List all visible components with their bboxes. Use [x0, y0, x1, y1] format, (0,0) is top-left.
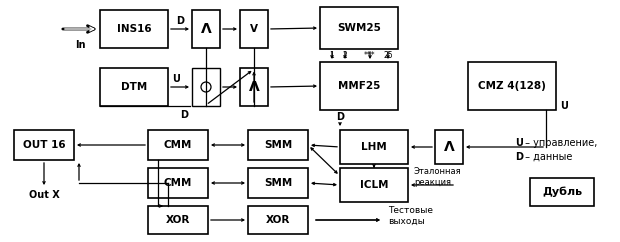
- Text: Λ: Λ: [249, 80, 259, 94]
- Bar: [240, 10, 268, 48]
- Bar: [435, 130, 463, 164]
- Text: SWM25: SWM25: [337, 23, 381, 33]
- Text: XOR: XOR: [266, 215, 290, 225]
- Bar: [240, 68, 268, 106]
- Bar: [248, 130, 308, 160]
- Text: LHM: LHM: [361, 142, 387, 152]
- Text: DTM: DTM: [121, 82, 147, 92]
- Bar: [192, 10, 220, 48]
- Text: 1: 1: [330, 51, 334, 60]
- Text: 2: 2: [343, 51, 347, 60]
- Bar: [100, 10, 168, 48]
- Text: MMF25: MMF25: [338, 81, 380, 91]
- Text: In: In: [75, 40, 86, 50]
- Bar: [100, 68, 168, 106]
- Bar: [192, 68, 220, 106]
- Bar: [14, 130, 74, 160]
- Bar: [148, 206, 208, 234]
- Text: V: V: [250, 24, 258, 34]
- Text: D: D: [336, 112, 344, 122]
- Text: – данные: – данные: [522, 152, 572, 162]
- Text: OUT 16: OUT 16: [23, 140, 65, 150]
- Bar: [468, 62, 556, 110]
- Bar: [530, 178, 594, 206]
- Text: CMM: CMM: [164, 140, 192, 150]
- Text: U: U: [560, 101, 568, 111]
- Bar: [148, 130, 208, 160]
- Bar: [320, 62, 398, 110]
- Text: CMZ 4(128): CMZ 4(128): [478, 81, 546, 91]
- Text: INS16: INS16: [117, 24, 151, 34]
- Text: XOR: XOR: [166, 215, 190, 225]
- Text: Out X: Out X: [29, 190, 60, 200]
- Text: D: D: [176, 16, 184, 26]
- Bar: [320, 7, 398, 49]
- Text: Тестовые
выходы: Тестовые выходы: [388, 206, 433, 226]
- Bar: [248, 206, 308, 234]
- Text: Дубль: Дубль: [542, 187, 582, 197]
- Bar: [340, 130, 408, 164]
- Text: ***: ***: [364, 51, 376, 60]
- Bar: [248, 168, 308, 198]
- Text: U: U: [515, 138, 523, 148]
- Text: U: U: [172, 74, 180, 84]
- Text: SMM: SMM: [264, 140, 292, 150]
- Text: D: D: [515, 152, 523, 162]
- Text: Λ: Λ: [201, 22, 211, 36]
- Text: D: D: [180, 110, 188, 120]
- Bar: [148, 168, 208, 198]
- Text: – управление,: – управление,: [522, 138, 598, 148]
- Text: 25: 25: [383, 51, 393, 60]
- Text: ICLM: ICLM: [360, 180, 388, 190]
- Text: SMM: SMM: [264, 178, 292, 188]
- Text: CMM: CMM: [164, 178, 192, 188]
- Text: Эталонная
реакция: Эталонная реакция: [414, 167, 462, 187]
- Text: Λ: Λ: [444, 140, 454, 154]
- Bar: [340, 168, 408, 202]
